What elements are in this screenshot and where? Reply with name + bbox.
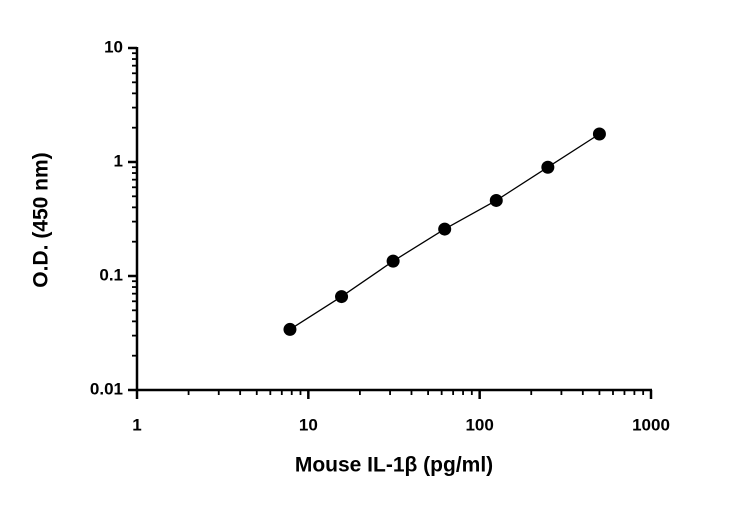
data-point xyxy=(438,222,452,236)
y-tick-label: 1 xyxy=(114,151,123,170)
x-tick-label: 100 xyxy=(465,415,493,434)
y-tick-label: 0.1 xyxy=(99,265,123,284)
y-tick-label: 10 xyxy=(104,37,123,56)
y-axis-title: O.D. (450 nm) xyxy=(30,152,53,287)
data-point xyxy=(541,160,555,174)
y-tick-label: 0.01 xyxy=(90,379,123,398)
data-point xyxy=(335,290,349,304)
data-point xyxy=(386,254,400,268)
data-point xyxy=(489,193,503,207)
x-tick-label: 1000 xyxy=(632,415,670,434)
x-tick-label: 10 xyxy=(299,415,318,434)
data-point xyxy=(283,322,297,336)
x-tick-label: 1 xyxy=(132,415,141,434)
data-point xyxy=(592,127,606,141)
x-axis-title: Mouse IL-1β (pg/ml) xyxy=(295,454,493,477)
